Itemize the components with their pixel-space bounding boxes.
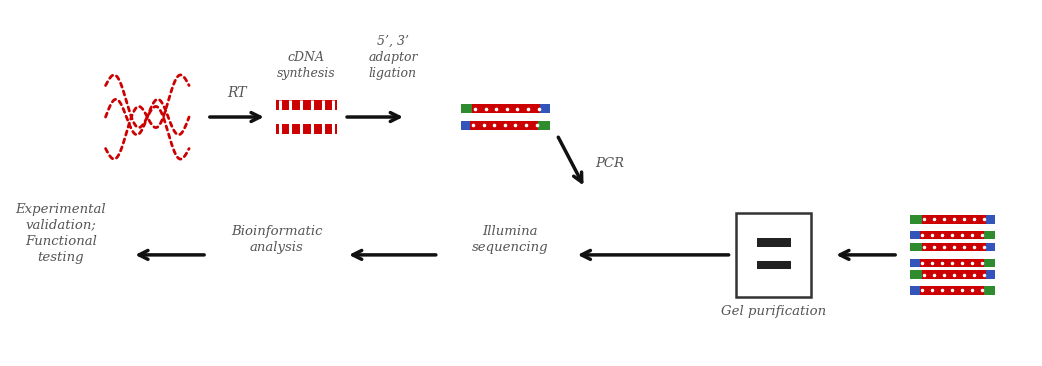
Bar: [275, 124, 338, 134]
Text: Experimental
validation;
Functional
testing: Experimental validation; Functional test…: [16, 203, 106, 264]
Bar: [275, 100, 338, 110]
Bar: [984, 259, 995, 267]
Text: Illumina
sequencing: Illumina sequencing: [472, 225, 548, 254]
Bar: [756, 238, 791, 247]
Bar: [472, 104, 540, 113]
Text: 5’, 3’
adaptor
ligation: 5’, 3’ adaptor ligation: [368, 35, 418, 79]
Bar: [911, 243, 921, 251]
Bar: [461, 121, 471, 130]
Text: Gel purification: Gel purification: [721, 305, 826, 318]
Text: RT: RT: [227, 86, 247, 100]
Bar: [921, 243, 986, 251]
Bar: [921, 215, 986, 224]
Bar: [911, 270, 921, 279]
Bar: [911, 259, 920, 267]
Bar: [984, 286, 995, 295]
Bar: [911, 231, 920, 239]
Bar: [920, 286, 984, 295]
Bar: [911, 215, 921, 224]
Bar: [911, 286, 920, 295]
Bar: [756, 261, 791, 269]
Bar: [986, 243, 995, 251]
Bar: [920, 231, 984, 239]
Text: PCR: PCR: [595, 157, 624, 170]
Bar: [986, 215, 995, 224]
Bar: [984, 231, 995, 239]
Bar: [471, 121, 538, 130]
Text: Bioinformatic
analysis: Bioinformatic analysis: [231, 225, 322, 254]
Bar: [921, 270, 986, 279]
Bar: [538, 121, 550, 130]
Bar: [986, 270, 995, 279]
Bar: [920, 259, 984, 267]
Text: cDNA
synthesis: cDNA synthesis: [277, 51, 336, 79]
Bar: [461, 104, 472, 113]
Bar: [540, 104, 550, 113]
Bar: [737, 213, 811, 297]
